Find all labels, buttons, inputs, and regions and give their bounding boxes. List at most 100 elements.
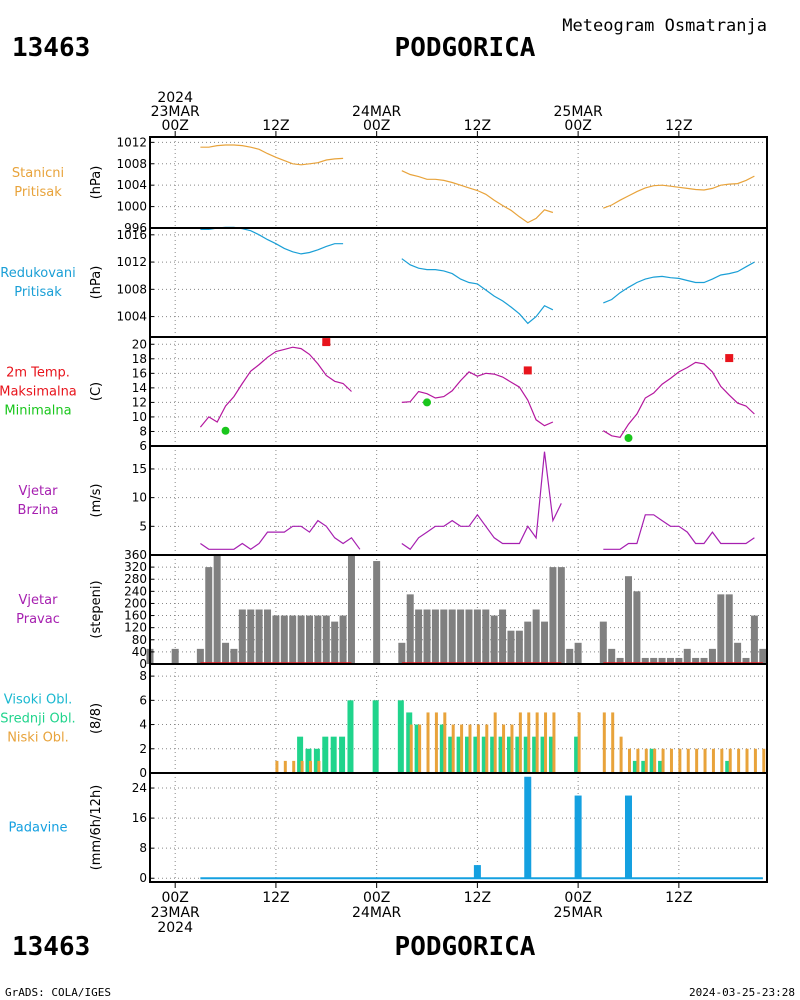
- cloud-cover-bar: [493, 712, 497, 773]
- y-tick-label: 80: [132, 633, 147, 647]
- series-line: [200, 519, 361, 551]
- wind-direction-bar: [599, 621, 607, 664]
- y-tick-label: 1008: [116, 282, 147, 296]
- cloud-cover-bar: [728, 748, 732, 773]
- wind-direction-bar: [557, 567, 565, 664]
- cloud-cover-bar: [308, 760, 312, 773]
- cloud-cover-bar: [518, 712, 522, 773]
- cloud-cover-bar: [347, 700, 354, 773]
- y-tick-label: 14: [132, 381, 147, 395]
- wind-direction-bar: [406, 594, 414, 664]
- panel-title-line: Maksimalna: [0, 385, 77, 400]
- wind-direction-bar: [457, 609, 465, 664]
- wind-direction-bar: [700, 657, 708, 664]
- y-tick-label: 996: [124, 221, 147, 235]
- cloud-cover-bar: [574, 736, 581, 773]
- wind-direction-bar: [339, 615, 347, 664]
- cloud-cover-bar: [434, 712, 438, 773]
- grads-credit: GrADS: COLA/IGES: [5, 986, 111, 999]
- cloud-cover-bar: [330, 736, 337, 773]
- panel-precipitation: 0 8 16 24 (mm/6h/12h) Padavine: [9, 772, 768, 885]
- x-bottom-label: 12Z: [464, 890, 491, 906]
- y-tick-label: 240: [124, 584, 147, 598]
- panel-title-line: Visoki Obl.: [4, 693, 72, 708]
- wind-direction-bar: [415, 609, 423, 664]
- wind-direction-bar: [297, 615, 305, 664]
- cloud-cover-bar: [632, 760, 639, 773]
- series-line: [602, 361, 755, 438]
- y-tick-label: 1016: [116, 228, 147, 242]
- cloud-cover-bar: [464, 736, 471, 773]
- y-tick-label: 8: [139, 424, 147, 438]
- x-bottom-label: 23MAR: [151, 905, 200, 921]
- cloud-cover-bar: [641, 760, 648, 773]
- cloud-cover-bar: [711, 748, 715, 773]
- cloud-cover-bar: [636, 748, 640, 773]
- cloud-cover-bar: [476, 724, 480, 773]
- x-top-label: 12Z: [464, 118, 491, 134]
- wind-direction-bar: [373, 561, 381, 664]
- y-axis-label: (m/s): [89, 484, 104, 518]
- y-tick-label: 6: [139, 693, 147, 707]
- x-top-label: 24MAR: [352, 104, 401, 120]
- cloud-cover-bar: [460, 724, 464, 773]
- panel-title-line: Vjetar: [19, 484, 59, 499]
- series-line: [200, 144, 344, 166]
- wind-direction-bar: [717, 594, 725, 664]
- panel-title-line: Brzina: [18, 503, 59, 518]
- cloud-cover-bar: [627, 748, 631, 773]
- y-tick-label: 1004: [116, 310, 147, 324]
- series-line: [401, 170, 554, 224]
- y-tick-label: 1008: [116, 157, 147, 171]
- max-temp-marker: [523, 366, 532, 375]
- x-bottom-label: 00Z: [363, 890, 390, 906]
- max-temp-marker: [322, 338, 331, 347]
- wind-direction-bar: [708, 648, 716, 664]
- series-line: [603, 175, 755, 209]
- cloud-cover-bar: [649, 748, 656, 773]
- y-tick-label: 200: [124, 596, 147, 610]
- cloud-cover-bar: [426, 712, 430, 773]
- cloud-cover-bar: [661, 748, 665, 773]
- y-tick-label: 40: [132, 645, 147, 659]
- wind-direction-bar: [440, 609, 448, 664]
- cloud-cover-bar: [745, 748, 749, 773]
- x-bottom-label: 00Z: [161, 890, 188, 906]
- wind-direction-bar: [490, 615, 498, 664]
- wind-direction-bar: [608, 648, 616, 664]
- precipitation-bar: [624, 795, 632, 879]
- cloud-cover-bar: [602, 712, 606, 773]
- cloud-cover-bar: [725, 760, 732, 773]
- cloud-cover-bar: [456, 736, 463, 773]
- cloud-cover-bar: [619, 736, 623, 773]
- y-tick-label: 8: [139, 841, 147, 855]
- precipitation-bar: [574, 795, 582, 879]
- cloud-cover-bar: [498, 736, 505, 773]
- x-top-label: 00Z: [161, 118, 188, 134]
- cloud-cover-bar: [443, 712, 447, 773]
- wind-direction-bar: [331, 621, 339, 664]
- cloud-cover-bar: [577, 712, 581, 773]
- y-tick-label: 360: [124, 548, 147, 562]
- wind-direction-bar: [616, 657, 624, 664]
- cloud-cover-bar: [300, 760, 304, 773]
- wind-direction-bar: [532, 609, 540, 664]
- wind-direction-bar: [255, 609, 263, 664]
- cloud-cover-bar: [322, 736, 329, 773]
- series-line: [401, 258, 554, 325]
- x-top-label: 12Z: [262, 118, 289, 134]
- generation-timestamp: 2024-03-25-23:28: [689, 986, 795, 999]
- panel-cloud-cover: 0 2 4 6 8 (8/8) Visoki Obl. Srednji Obl. Niski O…: [0, 663, 768, 780]
- x-bottom-label: 24MAR: [352, 905, 401, 921]
- wind-direction-bar: [574, 642, 582, 664]
- panel-frame: [149, 136, 768, 229]
- wind-direction-bar: [222, 642, 230, 664]
- cloud-cover-bar: [485, 724, 489, 773]
- wind-direction-bar: [280, 615, 288, 664]
- cloud-cover-bar: [510, 724, 514, 773]
- wind-direction-bar: [465, 609, 473, 664]
- cloud-cover-bar: [317, 760, 321, 773]
- panel-title-line: Niski Obl.: [7, 731, 69, 746]
- station-name-top: PODGORICA: [395, 33, 536, 63]
